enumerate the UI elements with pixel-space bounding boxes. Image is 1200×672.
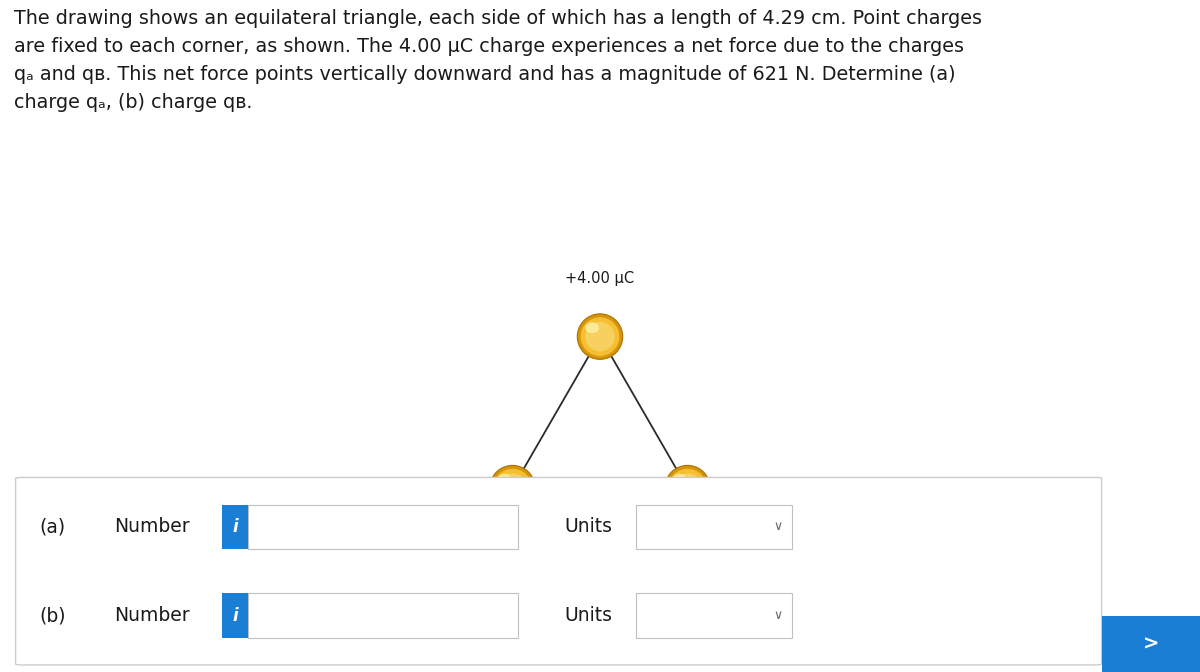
FancyBboxPatch shape [248,505,518,549]
Ellipse shape [665,466,710,511]
Text: The drawing shows an equilateral triangle, each side of which has a length of 4.: The drawing shows an equilateral triangl… [14,9,983,112]
Text: >: > [1142,634,1159,653]
FancyBboxPatch shape [636,593,792,638]
Text: i: i [233,607,238,624]
FancyBboxPatch shape [16,477,1102,665]
Ellipse shape [667,468,707,508]
Text: Units: Units [564,517,612,536]
Text: ∨: ∨ [773,520,782,534]
Text: i: i [233,518,238,536]
Ellipse shape [490,466,535,511]
FancyBboxPatch shape [222,593,248,638]
Ellipse shape [498,474,511,485]
FancyBboxPatch shape [248,593,518,638]
FancyBboxPatch shape [1102,616,1200,672]
FancyBboxPatch shape [636,505,792,549]
Text: Number: Number [114,606,190,625]
Ellipse shape [498,473,527,503]
Ellipse shape [577,314,623,360]
Ellipse shape [673,474,686,485]
Ellipse shape [581,317,619,356]
Ellipse shape [586,322,614,351]
FancyBboxPatch shape [222,505,248,549]
Ellipse shape [586,323,599,333]
Text: qʙ: qʙ [680,482,695,495]
Text: Units: Units [564,606,612,625]
Ellipse shape [673,473,702,503]
Text: +4.00 μC: +4.00 μC [565,271,635,286]
Text: qₐ: qₐ [506,482,518,495]
Text: ∨: ∨ [773,609,782,622]
Text: (b): (b) [40,606,66,625]
Text: (a): (a) [40,517,66,536]
Text: Number: Number [114,517,190,536]
Ellipse shape [493,468,533,508]
